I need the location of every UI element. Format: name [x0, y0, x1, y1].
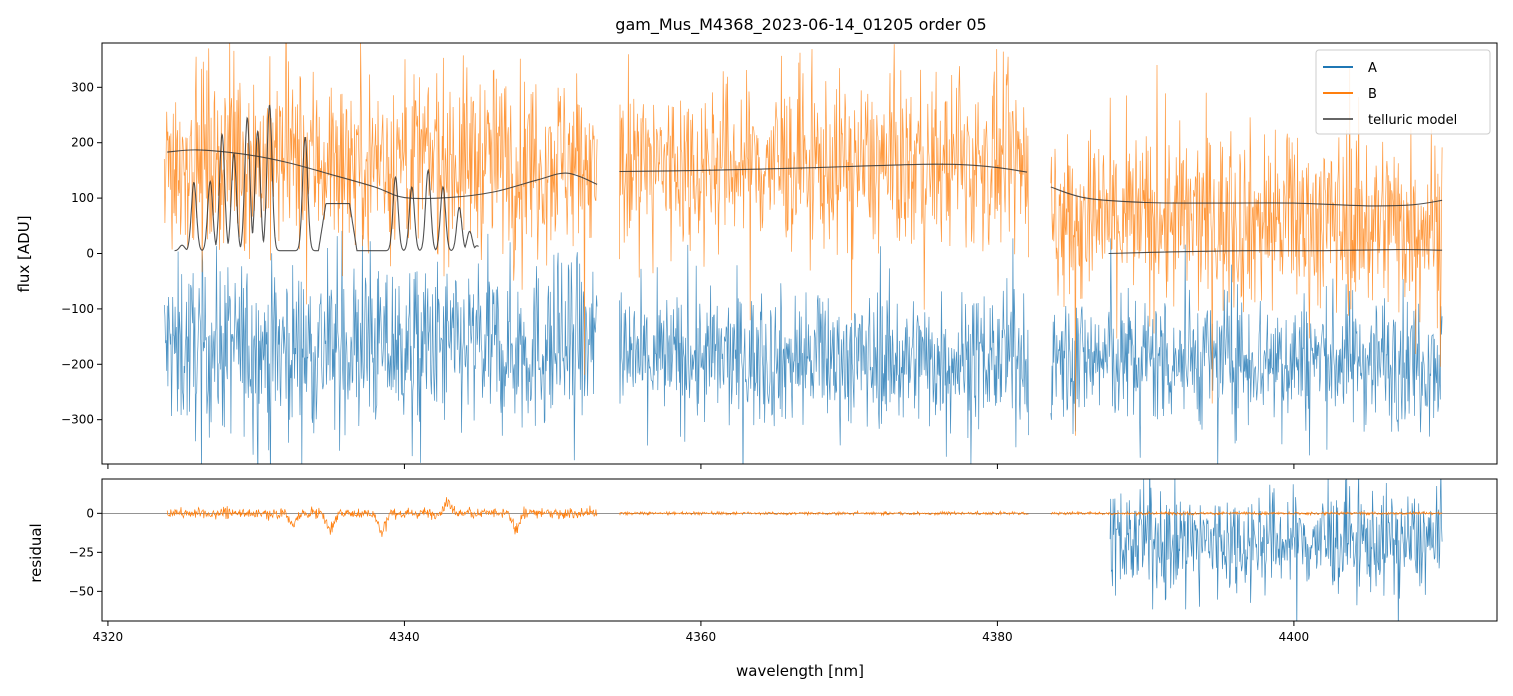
series-B-flux-segment-2: [619, 44, 1029, 321]
legend-label-B: B: [1368, 87, 1377, 102]
y-tick-label: 200: [71, 136, 94, 150]
legend: A B telluric model: [1315, 49, 1491, 135]
residual-y-axis: 0 −25 −50: [69, 506, 102, 598]
x-tick-label: 4380: [982, 630, 1013, 644]
y-tick-label: 0: [86, 506, 94, 520]
residual-x-axis: 4320 4340 4360 4380 4400: [93, 621, 1310, 644]
y-tick-label: −300: [61, 413, 94, 427]
series-B-residual: [166, 497, 1443, 537]
telluric-model-curve-4: [1108, 249, 1443, 255]
y-tick-label: 0: [86, 247, 94, 261]
series-B-flux-segment-3: [1050, 64, 1443, 436]
series-B-residual-segment-3: [1050, 510, 1443, 517]
residual-panel: 0 −25 −50 4320 4340 4360 4380 4400 residual wa…: [27, 478, 1498, 680]
flux-x-axis: [107, 464, 1295, 469]
y-tick-label: −200: [61, 357, 94, 371]
chart-title: gam_Mus_M4368_2023-06-14_01205 order 05: [615, 15, 986, 35]
x-tick-label: 4320: [93, 630, 124, 644]
flux-y-axis: 300 200 100 0 −100 −200 −300: [61, 80, 102, 427]
telluric-model-curve-3: [1050, 186, 1443, 207]
y-tick-label: 300: [71, 80, 94, 94]
telluric-model-lines: [167, 104, 1443, 255]
series-A-flux-segment-3: [1050, 238, 1443, 464]
legend-label-A: A: [1368, 61, 1377, 76]
y-tick-label: −100: [61, 302, 94, 316]
series-B-residual-segment-1: [166, 497, 598, 537]
series-A-residual-trace: [1109, 479, 1443, 621]
series-A-flux-segment-1: [163, 230, 598, 464]
legend-frame: [1315, 49, 1491, 135]
series-B-residual-segment-2: [619, 509, 1029, 517]
x-tick-label: 4340: [389, 630, 420, 644]
residual-y-label: residual: [27, 523, 45, 582]
telluric-model-curve-1: [167, 149, 598, 200]
legend-label-telluric-model: telluric model: [1368, 113, 1457, 128]
y-tick-label: −50: [69, 584, 94, 598]
telluric-model-curve-2: [619, 163, 1028, 173]
flux-panel: 300 200 100 0 −100 −200 −300 flux [ADU]: [15, 42, 1498, 469]
telluric-line-profile: [174, 104, 479, 252]
x-tick-label: 4400: [1279, 630, 1310, 644]
series-A-flux-segment-2: [619, 238, 1029, 464]
residual-panel-frame: [101, 478, 1498, 622]
y-tick-label: 100: [71, 191, 94, 205]
x-tick-label: 4360: [686, 630, 717, 644]
y-tick-label: −25: [69, 545, 94, 559]
series-A-flux: [163, 230, 1443, 464]
series-A-residual: [1109, 479, 1443, 621]
x-axis-label: wavelength [nm]: [736, 662, 864, 680]
flux-y-label: flux [ADU]: [15, 215, 33, 292]
